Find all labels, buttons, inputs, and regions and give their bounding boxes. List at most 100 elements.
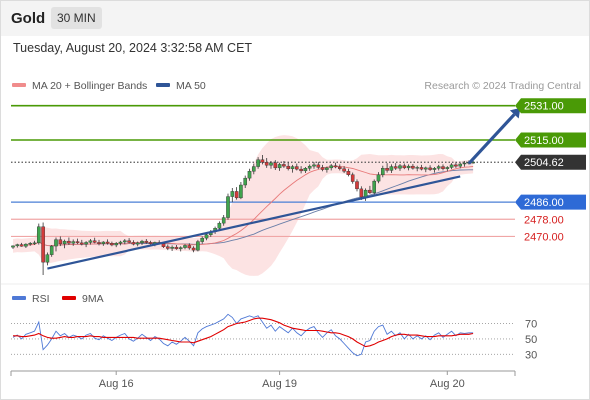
candle-down bbox=[286, 165, 291, 169]
candle-up bbox=[458, 163, 463, 167]
candle-down bbox=[333, 165, 338, 168]
candle-down bbox=[19, 244, 24, 247]
price-label: 2470.00 bbox=[524, 231, 564, 243]
price-label-box bbox=[515, 194, 586, 210]
candle-up bbox=[118, 241, 123, 244]
candle-up bbox=[49, 245, 54, 255]
candle-up bbox=[247, 171, 252, 179]
candle-up bbox=[462, 162, 467, 165]
candle-up bbox=[329, 165, 334, 169]
candle-up bbox=[37, 226, 41, 244]
candle-up bbox=[32, 242, 37, 244]
price-label: 2504.62 bbox=[524, 157, 564, 169]
projection-arrow-shaft bbox=[467, 113, 516, 165]
candle-down bbox=[385, 168, 389, 171]
candle-up bbox=[135, 242, 140, 245]
candle-down bbox=[299, 168, 303, 172]
candle-up bbox=[196, 241, 200, 251]
candle-up bbox=[221, 217, 226, 224]
price-label-box bbox=[515, 98, 586, 114]
candle-down bbox=[58, 239, 63, 245]
candle-up bbox=[277, 164, 282, 169]
candle-down bbox=[105, 241, 110, 244]
candle-down bbox=[393, 166, 398, 169]
candle-up bbox=[376, 174, 381, 182]
candle-up bbox=[101, 241, 106, 244]
x-tick-label: Aug 16 bbox=[99, 378, 134, 390]
legend-item-ma50: MA 50 bbox=[156, 80, 206, 92]
candle-down bbox=[110, 243, 114, 246]
candle-down bbox=[368, 189, 372, 193]
candle-up bbox=[122, 240, 127, 243]
candle-up bbox=[183, 245, 187, 248]
bollinger-band-area bbox=[13, 135, 474, 276]
candle-down bbox=[127, 240, 131, 243]
candle-down bbox=[79, 242, 84, 245]
legend-label: RSI bbox=[32, 293, 50, 305]
candle-up bbox=[45, 254, 50, 263]
candle-up bbox=[251, 166, 256, 172]
candle-up bbox=[445, 167, 450, 169]
candle-up bbox=[84, 242, 88, 245]
candle-up bbox=[11, 245, 15, 248]
candle-up bbox=[256, 159, 260, 167]
candle-down bbox=[441, 166, 445, 169]
candle-up bbox=[290, 166, 295, 169]
rsi-tick-label: 50 bbox=[525, 334, 537, 346]
price-label: 2478.00 bbox=[524, 214, 564, 226]
candle-down bbox=[320, 167, 325, 170]
candle-up bbox=[303, 168, 308, 172]
legend-swatch bbox=[156, 83, 170, 88]
timestamp: Tuesday, August 20, 2024 3:32:58 AM CET bbox=[13, 41, 253, 55]
candle-down bbox=[359, 188, 364, 198]
candle-up bbox=[226, 196, 230, 218]
candle-up bbox=[178, 247, 183, 250]
candle-down bbox=[67, 240, 71, 244]
candle-up bbox=[436, 166, 441, 169]
candle-up bbox=[230, 191, 235, 197]
candle-down bbox=[316, 164, 321, 168]
candle-up bbox=[398, 165, 402, 169]
candle-down bbox=[402, 165, 407, 169]
candle-down bbox=[419, 167, 424, 170]
candle-up bbox=[363, 189, 368, 198]
candle-up bbox=[54, 239, 58, 247]
candle-up bbox=[243, 177, 248, 186]
candle-down bbox=[454, 164, 458, 167]
candle-down bbox=[144, 240, 149, 243]
candle-up bbox=[424, 167, 428, 170]
candle-up bbox=[62, 240, 67, 245]
candle-up bbox=[307, 165, 312, 169]
candle-up bbox=[239, 184, 243, 199]
price-label: 2515.00 bbox=[524, 135, 564, 147]
rsi-tick-label: 30 bbox=[525, 349, 537, 361]
candle-down bbox=[148, 242, 153, 244]
candle-down bbox=[295, 166, 299, 170]
candle-up bbox=[140, 240, 144, 244]
candle-up bbox=[217, 222, 222, 229]
candle-down bbox=[273, 162, 278, 169]
candle-up bbox=[269, 162, 273, 166]
candle-up bbox=[389, 166, 394, 171]
rsi-series-rsi bbox=[12, 313, 474, 357]
legend-label: MA 20 + Bollinger Bands bbox=[32, 80, 148, 92]
candle-down bbox=[41, 226, 45, 263]
candle-up bbox=[24, 243, 28, 247]
candle-up bbox=[449, 164, 454, 168]
candle-up bbox=[200, 237, 205, 242]
timeframe-selector[interactable]: 30 MIN bbox=[51, 7, 102, 29]
candle-down bbox=[282, 164, 286, 167]
legend-swatch bbox=[12, 83, 26, 88]
candle-down bbox=[131, 242, 136, 245]
candle-up bbox=[71, 241, 75, 244]
candle-down bbox=[75, 241, 80, 244]
candle-up bbox=[28, 243, 33, 245]
rsi-legend-item-9ma: 9MA bbox=[62, 293, 104, 305]
candle-up bbox=[381, 168, 385, 175]
candle-up bbox=[432, 168, 437, 170]
price-label-box bbox=[515, 154, 586, 170]
price-label: 2486.00 bbox=[524, 197, 564, 209]
candle-down bbox=[174, 246, 179, 250]
candle-down bbox=[355, 181, 359, 190]
